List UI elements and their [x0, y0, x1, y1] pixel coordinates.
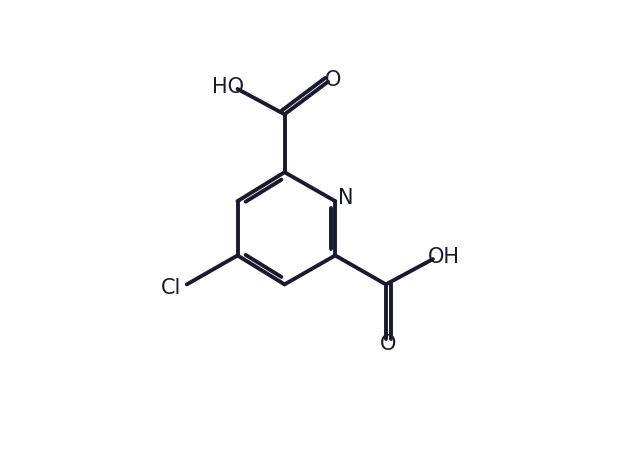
Text: N: N [339, 188, 354, 208]
Text: HO: HO [212, 77, 244, 97]
Text: Cl: Cl [161, 278, 180, 298]
Text: O: O [380, 334, 396, 354]
Text: O: O [325, 70, 342, 90]
Text: OH: OH [428, 247, 460, 267]
